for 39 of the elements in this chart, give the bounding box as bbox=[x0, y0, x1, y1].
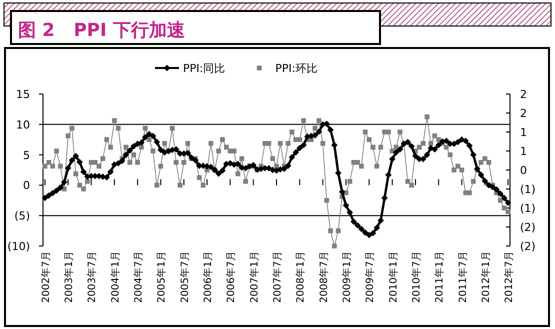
y-tick-label: 10 bbox=[16, 118, 30, 132]
y2-tick-label: 2 bbox=[520, 88, 527, 101]
x-tick-label: 2011年1月 bbox=[434, 251, 446, 303]
y-tick-label: 0 bbox=[23, 179, 30, 192]
legend-label: PPI:环比 bbox=[275, 62, 318, 75]
y-tick-label: (10) bbox=[7, 240, 30, 253]
x-tick-label: 2004年7月 bbox=[132, 251, 145, 303]
x-tick-label: 2003年1月 bbox=[63, 251, 76, 303]
x-tick-label: 2008年7月 bbox=[318, 251, 330, 303]
x-tick-label: 2006年1月 bbox=[202, 251, 214, 303]
x-tick-label: 2006年7月 bbox=[225, 251, 238, 303]
x-tick-label: 2012年7月 bbox=[503, 251, 516, 303]
x-tick-label: 2005年1月 bbox=[156, 251, 168, 303]
x-tick-label: 2002年7月 bbox=[40, 251, 52, 303]
x-tick-label: 2009年7月 bbox=[364, 251, 376, 303]
x-tick-label: 2007年1月 bbox=[248, 251, 260, 303]
legend-label: PPI:同比 bbox=[183, 62, 226, 75]
y-tick-label: 5 bbox=[23, 148, 30, 162]
x-tick-label: 2003年7月 bbox=[86, 251, 98, 303]
x-tick-label: 2010年7月 bbox=[410, 251, 422, 303]
y-tick-label: 15 bbox=[16, 88, 30, 101]
y2-tick-label: 0 bbox=[520, 164, 527, 177]
y2-tick-label: 1 bbox=[520, 145, 527, 158]
chart-title: 图 2 PPI 下行加速 bbox=[18, 20, 185, 41]
y2-tick-label: (1) bbox=[520, 183, 536, 196]
x-tick-label: 2010年1月 bbox=[387, 251, 400, 303]
x-tick-label: 2007年7月 bbox=[272, 251, 284, 303]
x-tick-label: 2011年7月 bbox=[456, 251, 469, 303]
x-tick-label: 2005年7月 bbox=[178, 251, 191, 303]
y2-tick-label: (2) bbox=[520, 221, 536, 234]
x-tick-label: 2009年1月 bbox=[340, 251, 353, 303]
x-tick-label: 2012年1月 bbox=[480, 251, 492, 303]
y2-tick-label: 1 bbox=[520, 126, 527, 139]
x-tick-label: 2004年1月 bbox=[109, 251, 122, 303]
y2-tick-label: (2) bbox=[520, 240, 536, 253]
x-tick-label: 2008年1月 bbox=[294, 251, 307, 303]
y-tick-label: (5) bbox=[14, 210, 30, 223]
y2-tick-label: 2 bbox=[520, 107, 527, 120]
y2-tick-label: (1) bbox=[520, 202, 536, 215]
